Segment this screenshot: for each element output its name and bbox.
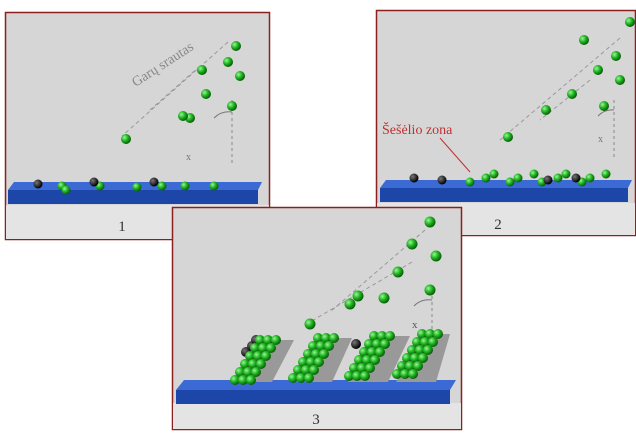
deposit [158, 182, 167, 191]
flux-particle [599, 101, 609, 111]
panel-number: 3 [312, 412, 320, 428]
flux-particle [227, 101, 237, 111]
flux-particle [611, 51, 621, 61]
flux-particle [425, 217, 436, 228]
deposit [554, 174, 563, 183]
flux-particle [425, 285, 436, 296]
diagram: x Garų srautas 1 x Šešėlio zona 2 x 3 [0, 0, 636, 434]
column-particle [408, 369, 418, 379]
panel-3: x 3 [173, 208, 462, 430]
flux-particle [393, 267, 404, 278]
nucleus [572, 174, 581, 183]
substrate [380, 188, 628, 202]
flux-particle [567, 89, 577, 99]
deposit [490, 170, 499, 179]
angle-label: x [186, 152, 191, 163]
nucleus [150, 178, 159, 187]
flux-particle [223, 57, 233, 67]
deposit [530, 170, 539, 179]
nucleus [90, 178, 99, 187]
deposit [133, 183, 142, 192]
substrate [8, 190, 258, 204]
flux-particle [231, 41, 241, 51]
flux-particle [197, 65, 207, 75]
column-particle [360, 371, 370, 381]
flux-particle [593, 65, 603, 75]
flux-particle [615, 75, 625, 85]
flux-particle [407, 239, 418, 250]
flux-particle [625, 17, 635, 27]
angle-label: x [412, 319, 418, 331]
deposit [62, 186, 71, 195]
nucleus [544, 176, 553, 185]
deposit [506, 178, 515, 187]
flux-particle [503, 132, 513, 142]
panel-number: 1 [118, 219, 126, 235]
flux-particle [431, 251, 442, 262]
panel-number: 2 [494, 217, 502, 233]
deposit [586, 174, 595, 183]
deposit [562, 170, 571, 179]
flux-particle [201, 89, 211, 99]
flux-particle [379, 293, 390, 304]
nucleus [410, 174, 419, 183]
nucleus [34, 180, 43, 189]
column-particle [304, 373, 314, 383]
panel-1: x Garų srautas 1 [6, 13, 270, 240]
nucleus [351, 339, 361, 349]
deposit [210, 182, 219, 191]
deposit [181, 182, 190, 191]
flux-particle [345, 299, 356, 310]
flux-particle [235, 71, 245, 81]
flux-particle [353, 291, 364, 302]
deposit [514, 174, 523, 183]
deposit [466, 178, 475, 187]
column-particle [246, 375, 256, 385]
nucleus [438, 176, 447, 185]
shadow-label: Šešėlio zona [382, 121, 453, 138]
substrate [176, 390, 450, 404]
flux-particle [579, 35, 589, 45]
flux-particle [305, 319, 316, 330]
angle-label: x [598, 134, 603, 145]
flux-particle [541, 105, 551, 115]
deposit [602, 170, 611, 179]
flux-particle [121, 134, 131, 144]
panel-2: x Šešėlio zona 2 [377, 11, 636, 236]
deposit [482, 174, 491, 183]
flux-particle [178, 111, 188, 121]
